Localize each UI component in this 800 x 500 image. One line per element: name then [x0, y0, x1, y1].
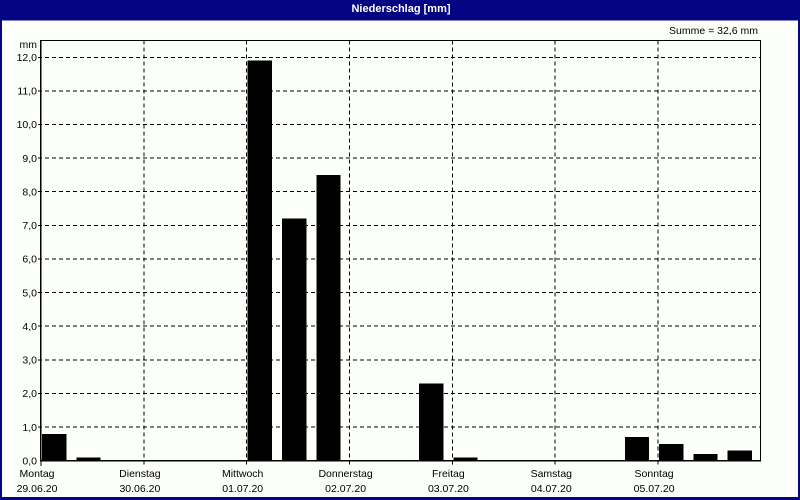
- svg-text:11,0: 11,0: [17, 86, 37, 98]
- svg-text:0,0: 0,0: [22, 455, 37, 467]
- svg-text:Dienstag: Dienstag: [119, 468, 161, 480]
- svg-text:1,0: 1,0: [22, 422, 37, 434]
- svg-text:Summe = 32,6 mm: Summe = 32,6 mm: [669, 25, 758, 37]
- svg-text:30.06.20: 30.06.20: [119, 483, 160, 495]
- svg-text:10,0: 10,0: [17, 119, 38, 131]
- svg-text:7,0: 7,0: [22, 220, 37, 232]
- svg-text:Freitag: Freitag: [432, 468, 465, 480]
- svg-text:Montag: Montag: [19, 468, 54, 480]
- svg-text:04.07.20: 04.07.20: [531, 483, 572, 495]
- svg-text:9,0: 9,0: [22, 153, 37, 165]
- svg-text:Mittwoch: Mittwoch: [222, 468, 264, 480]
- svg-text:12,0: 12,0: [17, 52, 38, 64]
- svg-text:Niederschlag [mm]: Niederschlag [mm]: [351, 3, 450, 15]
- svg-text:02.07.20: 02.07.20: [325, 483, 366, 495]
- svg-text:Sonntag: Sonntag: [635, 468, 674, 480]
- svg-text:8,0: 8,0: [22, 186, 37, 198]
- svg-text:05.07.20: 05.07.20: [634, 483, 675, 495]
- svg-text:29.06.20: 29.06.20: [17, 483, 58, 495]
- svg-text:01.07.20: 01.07.20: [222, 483, 263, 495]
- svg-text:Donnerstag: Donnerstag: [318, 468, 372, 480]
- svg-text:Samstag: Samstag: [531, 468, 573, 480]
- svg-text:03.07.20: 03.07.20: [428, 483, 469, 495]
- svg-text:6,0: 6,0: [22, 254, 37, 266]
- svg-text:3,0: 3,0: [22, 355, 37, 367]
- svg-text:2,0: 2,0: [22, 388, 37, 400]
- svg-text:mm: mm: [20, 39, 38, 51]
- svg-text:4,0: 4,0: [22, 321, 37, 333]
- svg-text:5,0: 5,0: [22, 287, 37, 299]
